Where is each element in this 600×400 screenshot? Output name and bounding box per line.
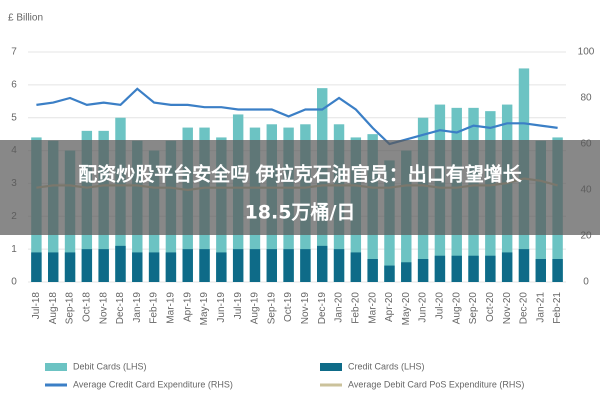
- bar: [501, 252, 513, 282]
- x-tick-label: Jan-20: [334, 292, 345, 323]
- y-tick-label: 1: [11, 244, 17, 255]
- bar: [317, 245, 328, 282]
- x-tick-label: Aug-19: [250, 292, 261, 325]
- x-tick-label: Dec-18: [115, 292, 126, 325]
- x-tick-label: Apr-20: [384, 292, 395, 322]
- x-tick-label: Jul-18: [31, 292, 42, 320]
- y-tick-label: 0: [11, 277, 17, 288]
- bar: [216, 252, 227, 282]
- bar: [98, 249, 109, 282]
- x-tick-label: Feb-21: [552, 292, 563, 324]
- y-axis-label: £ Billion: [8, 13, 43, 24]
- bar: [333, 249, 345, 282]
- bar: [232, 249, 244, 282]
- bar: [148, 252, 160, 282]
- x-tick-label: Feb-20: [350, 292, 361, 324]
- x-tick-label: Jan-21: [535, 292, 546, 323]
- x-tick-label: Dec-19: [317, 292, 328, 325]
- bar: [485, 255, 496, 282]
- bar: [518, 249, 530, 282]
- line: [36, 87, 558, 146]
- bar: [48, 252, 59, 282]
- x-tick-label: Mar-19: [166, 292, 177, 324]
- legend-label: Average Credit Card Expenditure (RHS): [73, 379, 233, 389]
- bar: [132, 252, 143, 282]
- bar: [165, 252, 177, 282]
- x-tick-label: Aug-18: [48, 292, 59, 325]
- bar: [64, 252, 76, 282]
- legend-swatch: [320, 363, 342, 371]
- x-tick-label: Jul-19: [233, 292, 244, 320]
- y2-tick-label: 100: [578, 47, 595, 58]
- bar: [283, 249, 294, 282]
- bar: [81, 249, 93, 282]
- x-tick-label: Oct-20: [485, 292, 496, 322]
- bar: [350, 252, 362, 282]
- bar: [199, 249, 210, 282]
- banner-text: 18.5万桶/日: [245, 201, 356, 224]
- bar: [182, 249, 193, 282]
- bar: [417, 259, 429, 282]
- bar: [434, 255, 446, 282]
- bar: [535, 259, 546, 282]
- x-tick-label: Dec-20: [519, 292, 530, 325]
- x-tick-label: Jan-19: [132, 292, 143, 323]
- x-tick-label: Jul-20: [435, 292, 446, 320]
- legend-label: Debit Cards (LHS): [73, 361, 147, 371]
- bar: [367, 259, 378, 282]
- x-tick-label: Sep-20: [468, 292, 479, 325]
- x-tick-label: Jun-20: [418, 292, 429, 323]
- bar: [266, 249, 277, 282]
- x-tick-label: Nov-19: [300, 292, 311, 325]
- y2-tick-label: 80: [580, 93, 592, 104]
- bar: [552, 259, 563, 282]
- x-tick-label: Oct-19: [283, 292, 294, 322]
- bar: [401, 262, 412, 282]
- x-tick-label: May-19: [199, 292, 210, 326]
- legend-label: Average Debit Card PoS Expenditure (RHS): [348, 379, 524, 389]
- y-tick-label: 6: [11, 79, 17, 90]
- y-tick-label: 5: [11, 112, 17, 123]
- legend-swatch: [45, 363, 67, 371]
- x-tick-label: Nov-18: [98, 292, 109, 325]
- x-tick-label: Feb-19: [149, 292, 160, 324]
- y2-tick-label: 0: [583, 277, 589, 288]
- x-tick-label: Apr-19: [182, 292, 193, 322]
- x-tick-label: May-20: [401, 292, 412, 326]
- x-tick-label: Sep-18: [65, 292, 76, 325]
- x-tick-label: Aug-20: [451, 292, 462, 325]
- x-tick-label: Jun-19: [216, 292, 227, 323]
- y2-tick-label: 20: [580, 231, 592, 242]
- bar: [451, 255, 462, 282]
- x-tick-label: Mar-20: [367, 292, 378, 324]
- y-tick-label: 7: [11, 47, 17, 58]
- bar: [249, 249, 261, 282]
- bar: [468, 255, 479, 282]
- bar: [31, 252, 42, 282]
- bar: [300, 249, 311, 282]
- bar: [115, 245, 126, 282]
- x-tick-label: Nov-20: [502, 292, 513, 325]
- banner-text: 配资炒股平台安全吗 伊拉克石油官员：出口有望增长: [78, 163, 523, 186]
- bar: [384, 265, 395, 282]
- legend-label: Credit Cards (LHS): [348, 361, 425, 371]
- x-tick-label: Sep-19: [266, 292, 277, 325]
- banner-background: [0, 140, 600, 235]
- x-tick-label: Oct-18: [81, 292, 92, 322]
